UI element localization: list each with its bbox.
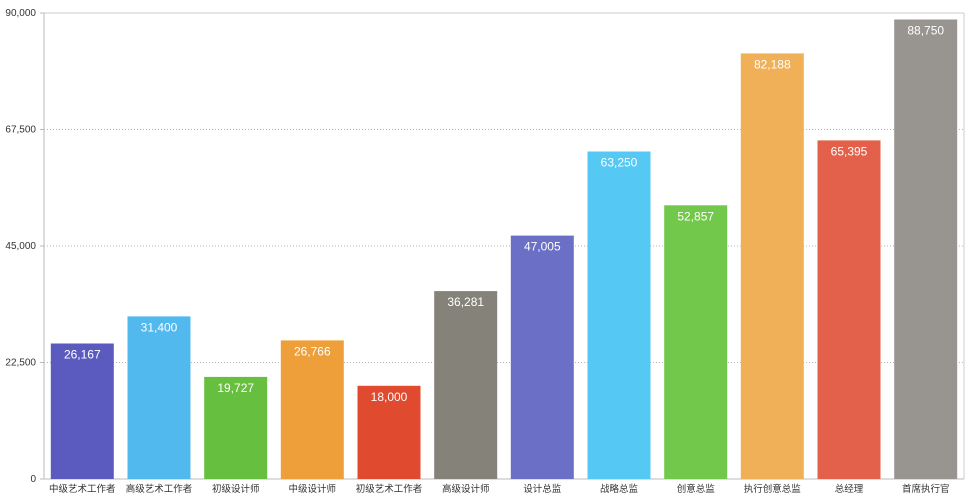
y-tick-label: 67,500 [5,125,36,136]
x-tick-label: 中级艺术工作者 [49,483,116,495]
bar-value-label: 19,727 [217,381,254,395]
bar[interactable] [357,385,421,479]
bar[interactable] [127,316,191,479]
bar-value-label: 36,281 [447,295,484,309]
bar-value-label: 88,750 [907,24,944,38]
grid-lines [44,129,964,363]
x-tick-label: 高级艺术工作者 [126,483,193,495]
bar-value-label: 65,395 [831,144,868,158]
bar[interactable] [664,205,728,480]
bar[interactable] [280,340,344,479]
bar[interactable] [50,343,114,480]
y-tick-label: 22,500 [5,358,36,369]
bar-value-label: 82,188 [754,57,791,71]
y-axis-ticks: 0 22,500 45,000 67,500 90,000 [5,8,36,485]
bar[interactable] [740,53,804,480]
bar[interactable] [510,235,574,479]
x-tick-label: 初级艺术工作者 [356,483,423,495]
x-tick-label: 执行创意总监 [744,483,802,495]
y-tick-label: 0 [30,474,36,485]
x-tick-label: 初级设计师 [212,483,260,495]
bar-value-label: 47,005 [524,240,561,254]
bar[interactable] [817,140,881,479]
bar-value-label: 18,000 [371,390,408,404]
bars [50,19,958,480]
bar[interactable] [434,291,498,479]
x-tick-label: 设计总监 [523,483,562,495]
data-labels: 26,167 31,400 19,727 26,766 18,000 36,281 47,0… [64,24,944,404]
bar-value-label: 52,857 [677,209,714,223]
x-tick-label: 中级设计师 [289,483,337,495]
bar-value-label: 31,400 [141,320,178,334]
x-axis-labels: 中级艺术工作者 高级艺术工作者 初级设计师 中级设计师 初级艺术工作者 高级设计师 设计总监… [49,483,949,495]
bar-value-label: 26,766 [294,344,331,358]
x-tick-label: 战略总监 [600,483,639,495]
x-tick-label: 高级设计师 [442,483,490,495]
x-tick-label: 总经理 [835,483,864,495]
bar[interactable] [894,19,958,480]
y-tick-label: 90,000 [5,8,36,19]
x-tick-label: 创意总监 [677,483,716,495]
axes [40,12,965,480]
bar-value-label: 26,167 [64,348,101,362]
bar[interactable] [204,376,268,479]
bar[interactable] [587,151,651,480]
bar-value-label: 63,250 [601,156,638,170]
x-tick-label: 首席执行官 [902,483,950,495]
y-tick-label: 45,000 [5,241,36,252]
